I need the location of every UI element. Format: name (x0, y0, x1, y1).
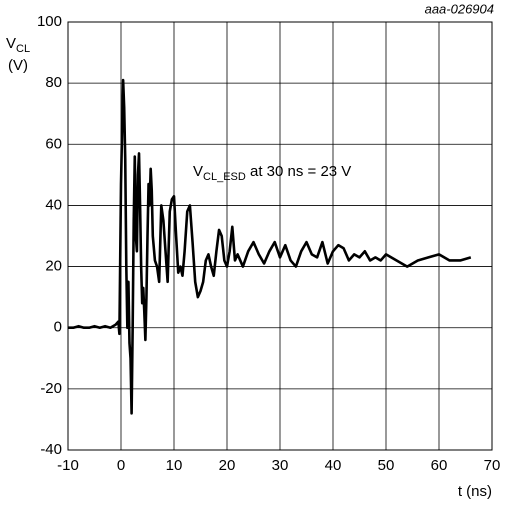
annotation-sub: CL_ESD (203, 171, 246, 183)
x-tick-label: -10 (57, 457, 79, 474)
annotation-main: V (193, 163, 203, 180)
annotation: VCL_ESD at 30 ns = 23 V (193, 163, 351, 183)
plot-frame (67, 21, 493, 451)
x-tick-label: 10 (166, 457, 183, 474)
x-axis-label: t (ns) (458, 483, 492, 500)
x-tick-label: 30 (272, 457, 289, 474)
y-axis-label: VCL (6, 35, 30, 55)
y-tick-label: -40 (40, 441, 62, 458)
y-label-main: V (6, 35, 16, 52)
x-tick-label: 40 (325, 457, 342, 474)
x-tick-label: 50 (378, 457, 395, 474)
x-tick-label: 0 (117, 457, 125, 474)
annotation-rest: at 30 ns = 23 V (246, 163, 352, 180)
waveform-line (68, 78, 472, 415)
y-tick-label: -20 (40, 380, 62, 397)
y-axis-unit: (V) (8, 57, 28, 74)
y-tick-label: 60 (45, 135, 62, 152)
figure-code: aaa-026904 (425, 1, 494, 16)
y-tick-label: 100 (37, 13, 62, 30)
x-tick-label: 20 (219, 457, 236, 474)
y-tick-label: 20 (45, 258, 62, 275)
y-label-sub: CL (16, 43, 30, 55)
y-tick-label: 80 (45, 74, 62, 91)
y-tick-label: 0 (54, 319, 62, 336)
x-tick-label: 60 (431, 457, 448, 474)
x-tick-label: 70 (484, 457, 501, 474)
y-tick-label: 40 (45, 196, 62, 213)
